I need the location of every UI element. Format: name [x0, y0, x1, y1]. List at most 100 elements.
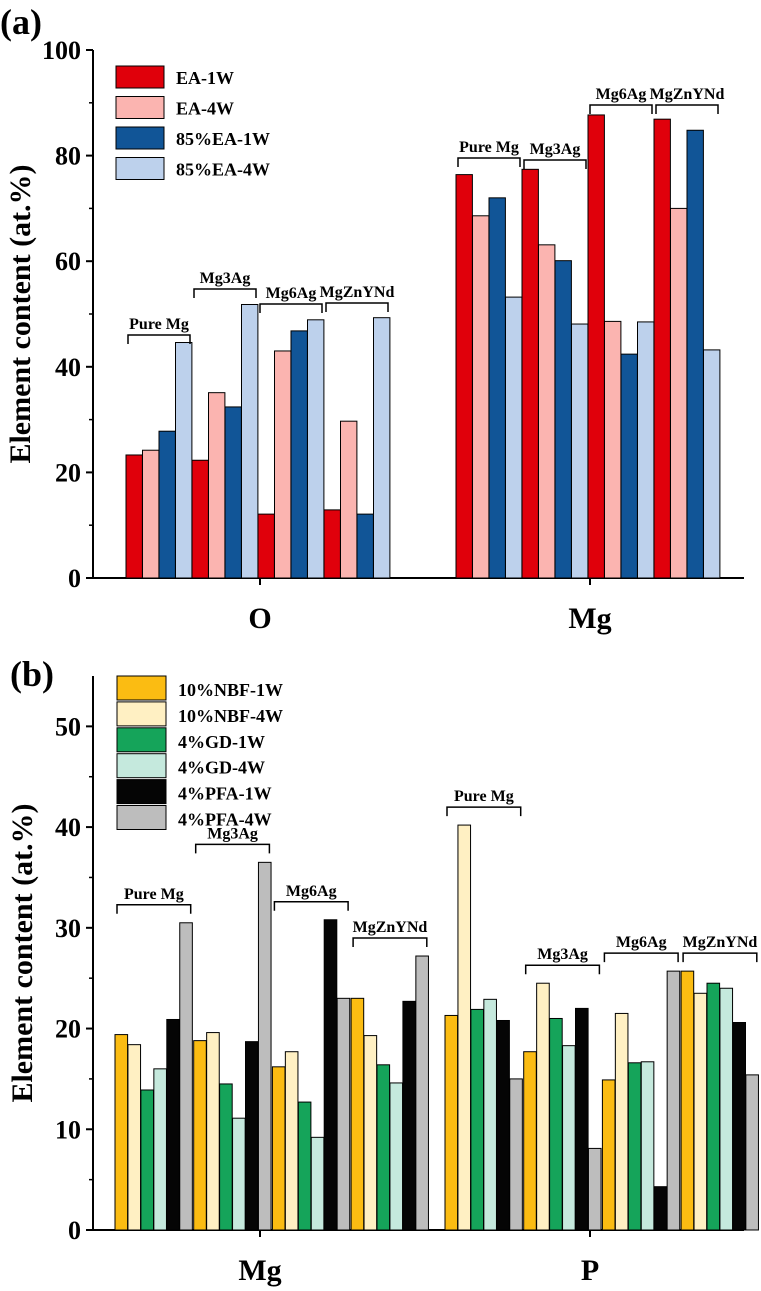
panel-b-legend-swatch-3 — [116, 753, 167, 779]
panel-b-bar-mg-mgznynd-4 — [402, 1000, 416, 1231]
panel-a-bar-o-mg3ag-2 — [224, 406, 242, 579]
panel-a-legend-swatch-0 — [115, 65, 165, 89]
panel-a-group-label: Pure Mg — [129, 316, 189, 333]
panel-b-legend-label-4: 4%PFA-1W — [178, 784, 272, 804]
panel-b-group-bracket — [603, 952, 679, 963]
panel-a-group-label: Mg6Ag — [596, 86, 647, 103]
panel-b-bar-mg-pure-mg-4 — [166, 1018, 180, 1231]
panel-a-legend-label-1: EA-4W — [176, 99, 234, 119]
panel-a-bar-mg-pure-mg-2 — [488, 197, 506, 579]
panel-a-bar-o-pure-mg-0 — [125, 454, 143, 579]
panel-a-group-label: Mg3Ag — [530, 141, 581, 158]
panel-b-legend-swatch-5 — [116, 805, 167, 830]
panel-a-group-bracket — [193, 288, 257, 298]
panel-b-bar-mg-mg3ag-3 — [232, 1117, 246, 1231]
panel-a-legend-label-2: 85%EA-1W — [176, 129, 270, 149]
panel-b-y-tick-label: 50 — [55, 712, 81, 741]
panel-b-bar-p-mg6ag-0 — [601, 1079, 616, 1231]
panel-a-group-label: Pure Mg — [459, 139, 519, 156]
panel-b-group-bracket — [682, 952, 758, 963]
panel-a-bar-mg-mg3ag-0 — [521, 168, 539, 579]
panel-a-group-bracket — [523, 159, 587, 169]
panel-b-bar-p-mgznynd-0 — [680, 970, 695, 1231]
panel-b-bar-mg-mg3ag-4 — [245, 1041, 259, 1231]
panel-b-bar-p-mg6ag-3 — [640, 1061, 655, 1231]
panel-b-bar-p-mgznynd-5 — [745, 1074, 759, 1231]
panel-b-group-bracket — [194, 843, 271, 854]
panel-a-group-label: MgZnYNd — [320, 284, 395, 301]
panel-b-bar-mg-mgznynd-5 — [415, 955, 429, 1231]
panel-a-bar-mg-pure-mg-1 — [472, 215, 490, 579]
panel-a-bar-mg-mg6ag-0 — [587, 114, 605, 579]
panel-b-legend-swatch-4 — [116, 779, 167, 805]
panel-a-group-bracket — [655, 104, 719, 114]
panel-b-bar-mg-mg6ag-3 — [310, 1136, 325, 1231]
panel-b-legend-label-1: 10%NBF-4W — [178, 706, 283, 726]
panel-b-bar-p-mg6ag-5 — [666, 970, 681, 1231]
panel-a-legend-swatch-2 — [115, 126, 165, 150]
panel-b-bar-mg-mg6ag-5 — [336, 997, 351, 1231]
panel-a-bar-mg-mg3ag-2 — [554, 260, 572, 579]
panel-a-bar-mg-mgznynd-1 — [670, 207, 688, 579]
panel-a-bar-mg-mgznynd-0 — [653, 118, 671, 579]
panel-a-bar-o-mg6ag-2 — [290, 330, 308, 579]
panel-b-y-axis-label: Element content (at.%) — [6, 803, 39, 1102]
panel-b-bar-p-mgznynd-4 — [732, 1022, 747, 1231]
panel-b-legend-label-3: 4%GD-4W — [178, 758, 265, 778]
panel-b-bar-p-mg3ag-0 — [523, 1051, 537, 1231]
panel-b-bar-p-mg6ag-1 — [614, 1012, 629, 1231]
panel-b-bar-mg-mg6ag-4 — [323, 919, 338, 1231]
panel-b-category-label-p: P — [581, 1254, 599, 1287]
panel-a-legend-swatch-1 — [115, 96, 165, 119]
panel-b-legend-swatch-2 — [116, 727, 167, 753]
panel-b-bar-mg-mg3ag-0 — [193, 1040, 207, 1231]
panel-b-legend-label-5: 4%PFA-4W — [178, 810, 272, 830]
panel-a-group-label: MgZnYNd — [650, 86, 725, 103]
panel-b-bar-mg-pure-mg-3 — [153, 1068, 167, 1231]
panel-b-bar-mg-pure-mg-0 — [114, 1034, 129, 1231]
panel-b-bar-mg-mg3ag-1 — [206, 1032, 220, 1231]
panel-a-y-tick-label: 20 — [55, 458, 81, 487]
panel-b-bar-mg-pure-mg-2 — [140, 1089, 154, 1231]
panel-b-bar-p-pure-mg-3 — [483, 998, 497, 1231]
panel-a-bar-mg-mgznynd-3 — [703, 349, 721, 579]
panel-b-bar-p-pure-mg-1 — [457, 824, 472, 1231]
panel-b-bar-p-mg3ag-3 — [562, 1045, 576, 1231]
panel-a-bar-mg-mg6ag-3 — [637, 321, 655, 579]
panel-b-y-tick-label: 0 — [68, 1216, 81, 1245]
panel-a-group-bracket — [259, 303, 323, 313]
panel-b-group-label: MgZnYNd — [353, 919, 428, 936]
panel-b-bar-mg-mgznynd-2 — [376, 1064, 391, 1231]
panel-b-group-bracket — [524, 964, 601, 975]
panel-a-group-bracket — [457, 157, 521, 167]
panel-a-group-bracket — [127, 334, 191, 344]
panel-b-bar-p-mg6ag-2 — [627, 1062, 642, 1231]
panel-a-bar-o-mg3ag-1 — [208, 392, 226, 579]
panel-b-bar-p-mg3ag-5 — [587, 1147, 602, 1231]
panel-b-bar-mg-mgznynd-3 — [389, 1082, 404, 1231]
panel-a-bar-mg-mg3ag-1 — [538, 244, 556, 579]
panel-a-bar-mg-mg6ag-1 — [604, 320, 622, 579]
panel-a-bar-o-mgznynd-2 — [356, 513, 374, 579]
panel-b-group-bracket — [116, 904, 192, 914]
panel-b-bar-p-mgznynd-2 — [706, 982, 721, 1231]
panel-a-bar-o-mg6ag-0 — [257, 513, 275, 579]
panel-b-bar-mg-mgznynd-1 — [363, 1035, 378, 1231]
panel-a-bar-mg-pure-mg-3 — [505, 296, 523, 579]
panel-a-legend-swatch-3 — [115, 157, 165, 180]
panel-b-bar-p-pure-mg-0 — [444, 1014, 459, 1231]
panel-b-bar-p-mgznynd-3 — [719, 987, 734, 1231]
panel-b-bar-p-pure-mg-2 — [470, 1008, 484, 1231]
panel-b-bar-mg-mg6ag-1 — [284, 1051, 299, 1231]
panel-b-bar-p-pure-mg-5 — [509, 1078, 523, 1231]
panel-a-bar-o-mgznynd-3 — [373, 317, 391, 579]
panel-b-bar-p-mg3ag-1 — [536, 982, 550, 1231]
panel-a-bar-o-mgznynd-1 — [340, 420, 358, 579]
panel-b-y-tick-label: 40 — [55, 813, 81, 842]
panel-a-group-bracket — [325, 302, 389, 312]
panel-b-legend-label-2: 4%GD-1W — [178, 732, 265, 752]
panel-b-bar-p-pure-mg-4 — [496, 1019, 510, 1231]
panel-a-category-label-o: O — [248, 602, 271, 635]
panel-b-bar-p-mg3ag-2 — [549, 1017, 563, 1231]
